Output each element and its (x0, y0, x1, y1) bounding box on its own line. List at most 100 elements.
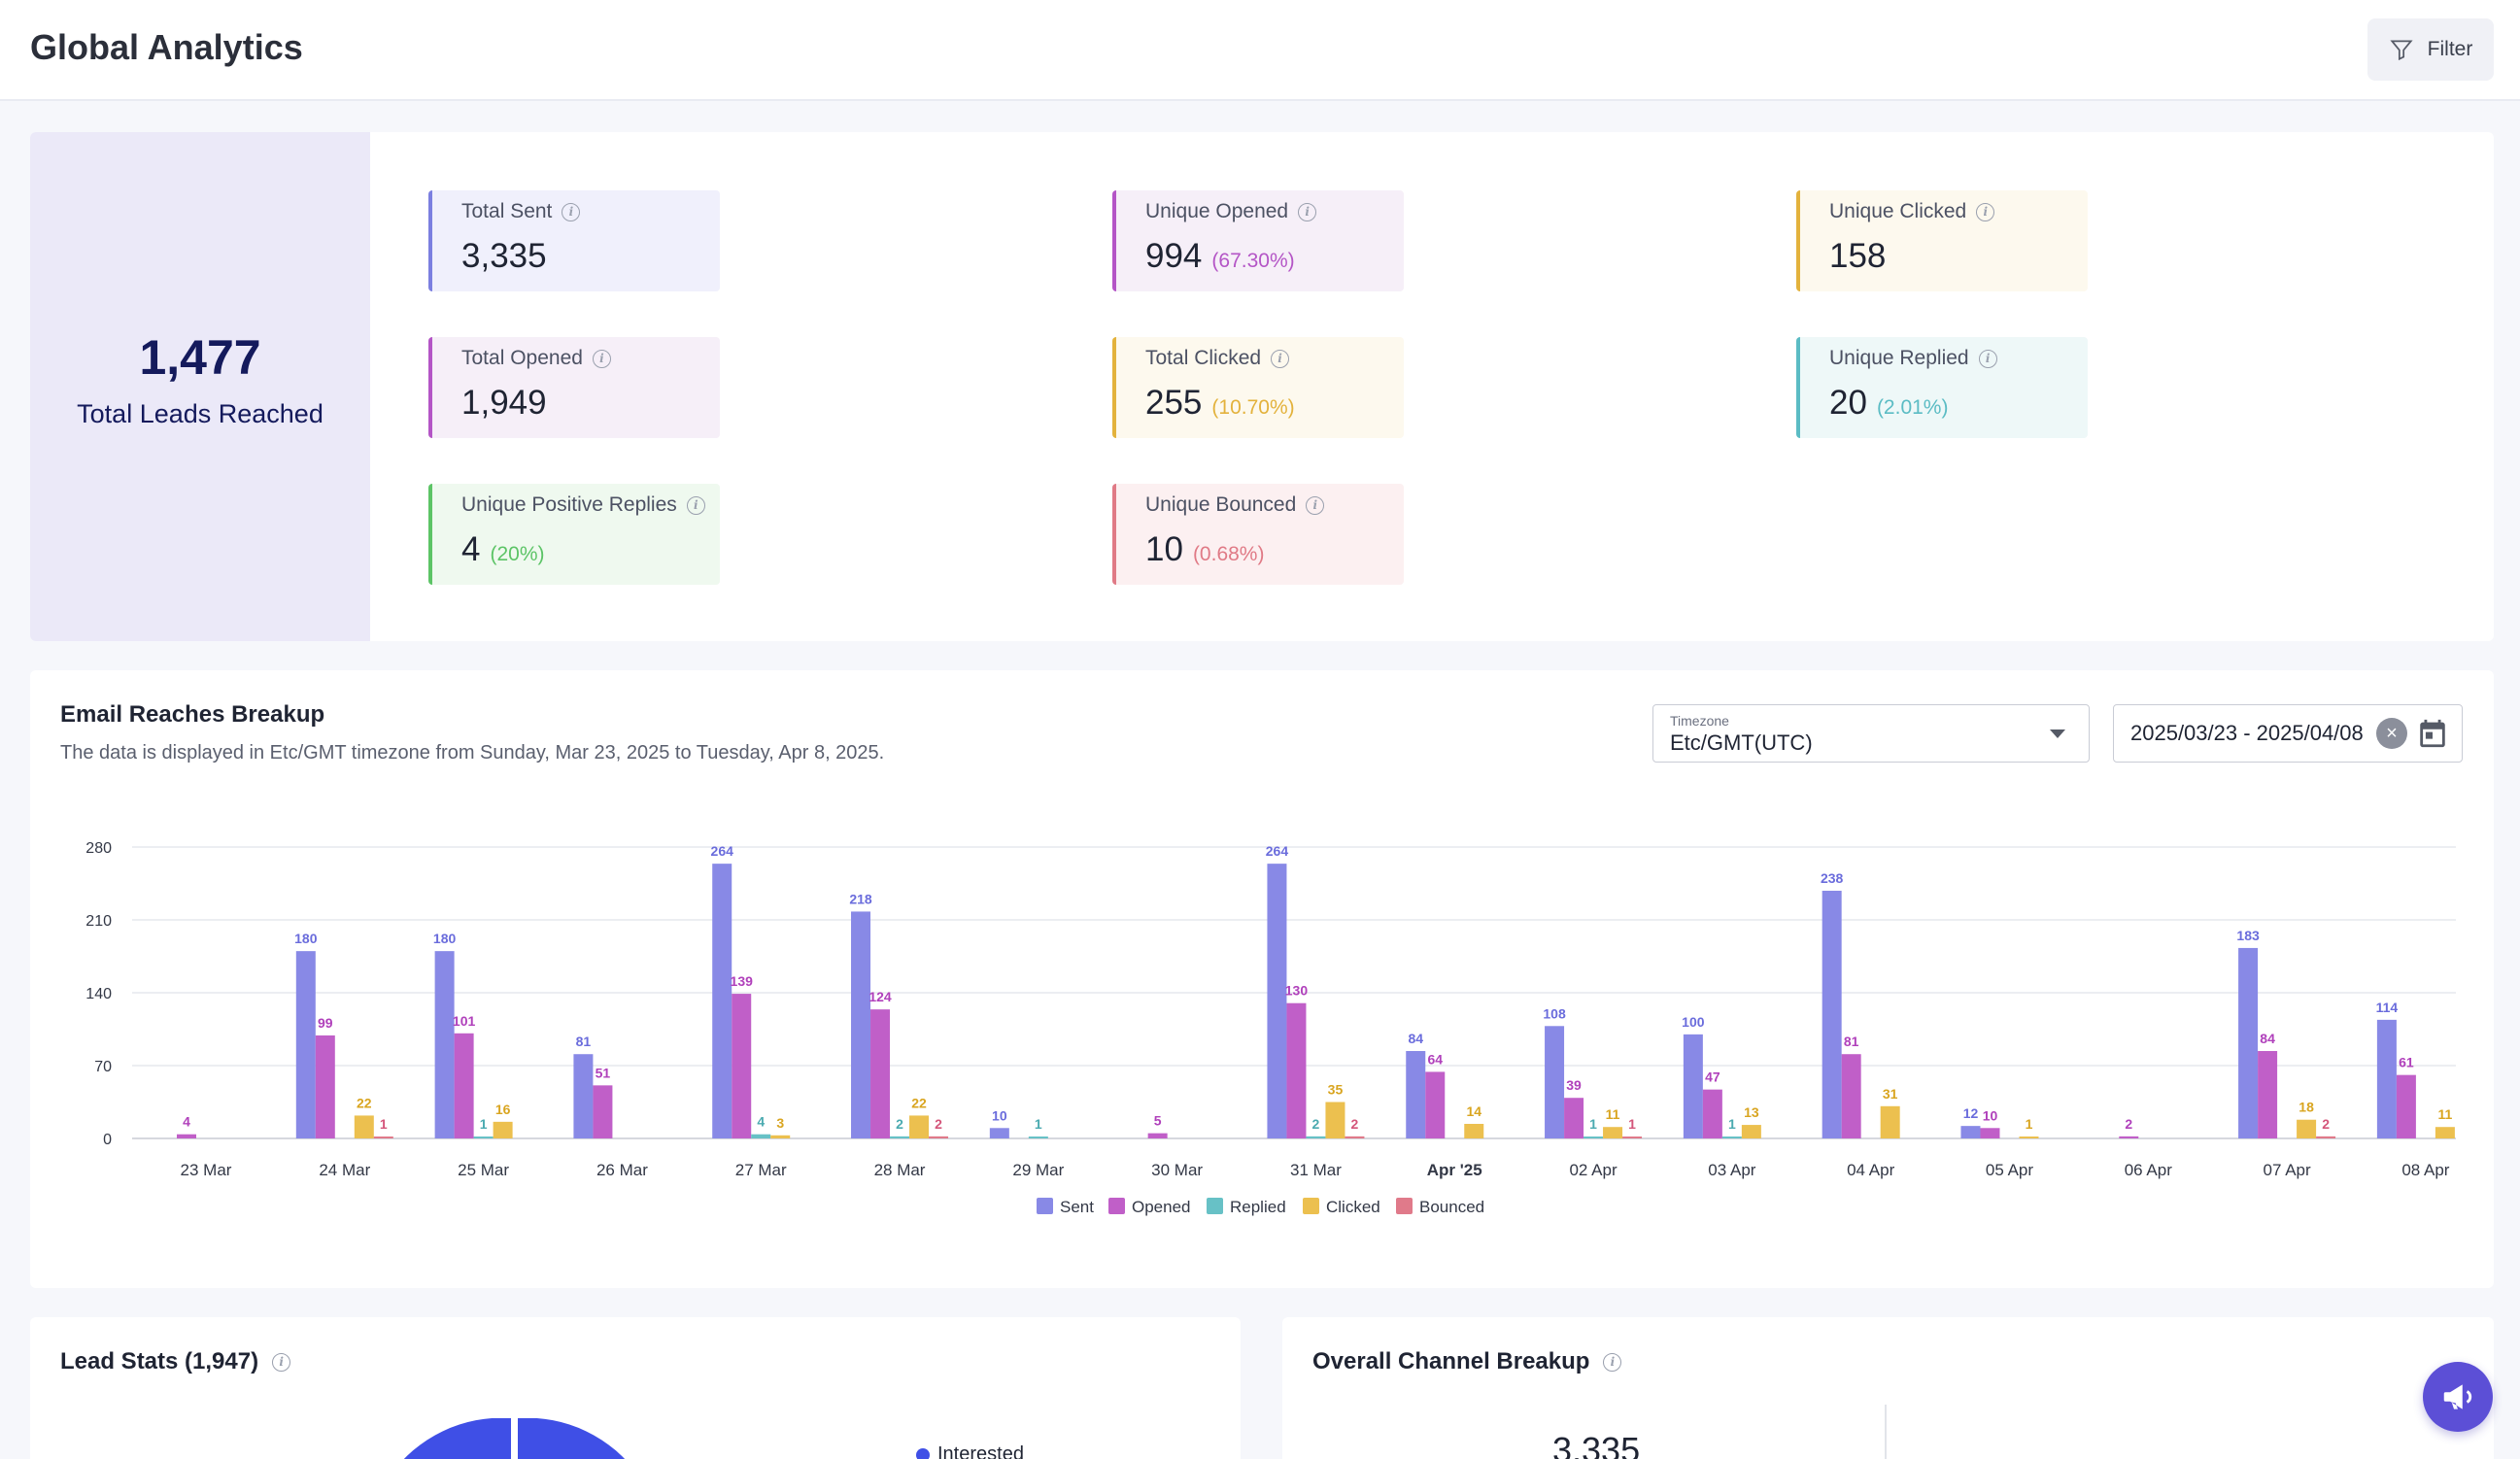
bar-opened (315, 1035, 335, 1138)
x-tick-label: 26 Mar (596, 1161, 648, 1179)
lead-stats-pie (403, 1418, 626, 1459)
stat-label: Unique Clicked (1829, 200, 1967, 222)
data-label: 11 (2437, 1106, 2452, 1122)
bar-clicked (1325, 1102, 1345, 1138)
data-label: 2 (1351, 1116, 1359, 1132)
bar-clicked (2297, 1119, 2317, 1138)
channel-breakup-title: Overall Channel Breakup i (1312, 1348, 1622, 1375)
bar-opened (1564, 1098, 1584, 1138)
data-label: 2 (896, 1116, 903, 1132)
x-tick-label: 04 Apr (1847, 1161, 1894, 1179)
data-label: 180 (294, 931, 318, 946)
legend-swatch-replied (1207, 1198, 1223, 1214)
bar-replied (1584, 1137, 1604, 1138)
data-label: 10 (992, 1107, 1007, 1123)
info-icon[interactable]: i (592, 349, 611, 368)
bar-clicked (1464, 1124, 1484, 1138)
data-label: 61 (2399, 1055, 2414, 1070)
bar-opened (1286, 1002, 1307, 1138)
timezone-label: Timezone (1670, 713, 1729, 729)
bar-clicked (2019, 1137, 2039, 1138)
bar-bounced (2316, 1136, 2336, 1138)
info-icon[interactable]: i (1298, 202, 1317, 221)
support-chat-button[interactable] (2423, 1362, 2493, 1432)
filter-icon (2390, 40, 2413, 61)
bar-clicked (770, 1135, 791, 1138)
data-label: 12 (1963, 1105, 1979, 1121)
timezone-value: Etc/GMT(UTC) (1670, 730, 1813, 755)
data-label: 4 (183, 1114, 190, 1130)
x-tick-label: 06 Apr (2125, 1161, 2172, 1179)
stat-percentage: (2.01%) (1876, 396, 1949, 419)
data-label: 47 (1705, 1069, 1720, 1085)
data-label: 10 (1983, 1107, 1998, 1123)
info-icon[interactable]: i (686, 495, 705, 515)
calendar-icon[interactable] (2416, 717, 2449, 750)
page-header: Global Analytics Filter (0, 0, 2520, 101)
stat-card-unique-opened: Unique Opened i 994 (67.30%) (1112, 190, 1404, 291)
bar-sent (573, 1054, 594, 1138)
channel-total-value: 3,335 (1552, 1430, 1641, 1459)
info-icon[interactable]: i (272, 1352, 291, 1372)
stat-value: 255 (1145, 384, 1203, 422)
data-label: 5 (1154, 1113, 1162, 1129)
y-tick-label: 210 (85, 913, 112, 930)
timezone-select[interactable]: Timezone Etc/GMT(UTC) (1652, 704, 2090, 763)
stat-value: 4 (461, 530, 481, 568)
info-icon[interactable]: i (1976, 202, 1995, 221)
caret-down-icon (2050, 730, 2065, 738)
bar-bounced (1345, 1136, 1365, 1138)
bar-opened (2258, 1051, 2278, 1138)
lead-stats-panel: Lead Stats (1,947) i Interested (30, 1317, 1241, 1459)
stat-value: 10 (1145, 530, 1183, 568)
data-label: 130 (1285, 983, 1309, 999)
bar-sent (295, 951, 316, 1138)
date-range-input[interactable]: 2025/03/23 - 2025/04/08 × (2113, 704, 2463, 763)
info-icon[interactable]: i (1271, 349, 1290, 368)
stat-card-unique-bounced: Unique Bounced i 10 (0.68%) (1112, 484, 1404, 585)
bar-clicked (1603, 1127, 1623, 1138)
stat-label: Total Opened (461, 347, 583, 369)
filter-button[interactable]: Filter (2367, 18, 2494, 81)
bar-clicked (1741, 1125, 1761, 1138)
bar-sent (2238, 947, 2259, 1138)
data-label: 264 (1266, 843, 1289, 859)
legend-item-interested[interactable]: Interested (916, 1443, 1024, 1459)
legend-swatch-clicked (1303, 1198, 1319, 1214)
info-icon[interactable]: i (1978, 349, 1997, 368)
bar-opened (1980, 1128, 2000, 1138)
stat-percentage: (20%) (490, 543, 545, 565)
stat-label: Unique Bounced (1145, 493, 1297, 516)
x-tick-label: 29 Mar (1012, 1161, 1064, 1179)
data-label: 1 (2026, 1116, 2033, 1132)
bar-opened (454, 1033, 474, 1138)
y-tick-label: 70 (94, 1059, 112, 1075)
info-icon[interactable]: i (562, 202, 581, 221)
bar-replied (890, 1136, 910, 1138)
x-tick-label: 02 Apr (1569, 1161, 1617, 1179)
x-tick-label: 27 Mar (735, 1161, 787, 1179)
bar-replied (1306, 1136, 1326, 1138)
stat-percentage: (10.70%) (1211, 396, 1295, 419)
legend-label-clicked: Clicked (1326, 1198, 1380, 1216)
clear-icon[interactable]: × (2376, 718, 2407, 749)
data-label: 3 (776, 1115, 784, 1131)
legend-label-sent: Sent (1060, 1198, 1094, 1216)
x-tick-label: 23 Mar (181, 1161, 232, 1179)
stat-card-unique-clicked: Unique Clicked i 158 (1796, 190, 2088, 291)
data-label: 81 (576, 1034, 592, 1049)
pie-slice (518, 1418, 626, 1459)
data-label: 100 (1682, 1014, 1705, 1030)
filter-button-label: Filter (2427, 38, 2473, 60)
bar-sent (1960, 1126, 1981, 1138)
info-icon[interactable]: i (1603, 1352, 1622, 1372)
data-label: 84 (2260, 1031, 2275, 1046)
bar-sent (1406, 1051, 1426, 1138)
data-label: 2 (935, 1116, 942, 1132)
info-icon[interactable]: i (1306, 495, 1325, 515)
bar-opened (177, 1134, 196, 1138)
bar-sent (712, 864, 732, 1138)
x-tick-label: 30 Mar (1151, 1161, 1203, 1179)
bar-bounced (1622, 1137, 1643, 1138)
chart-subtitle: The data is displayed in Etc/GMT timezon… (60, 742, 885, 763)
